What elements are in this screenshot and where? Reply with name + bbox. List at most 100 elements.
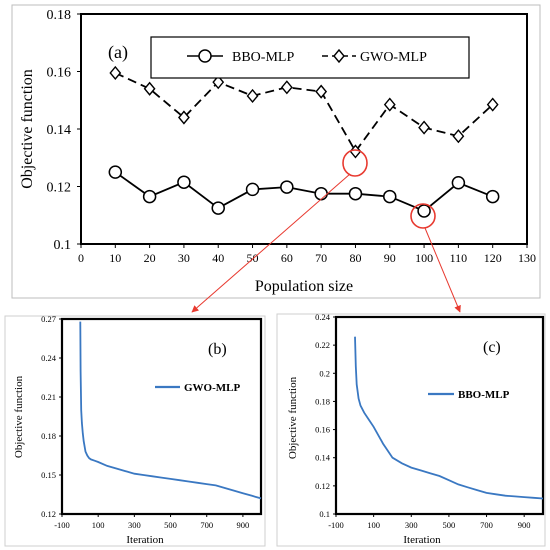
a-x-tick-label: 10 <box>109 251 121 265</box>
series-line-gwo-mlp <box>114 72 494 154</box>
series-line-bbo-mlp <box>354 336 544 500</box>
data-point-gwo-mlp <box>486 97 499 112</box>
a-x-tick-label: 70 <box>315 251 327 265</box>
data-point-gwo-mlp <box>280 80 293 95</box>
a-x-tick-label: 100 <box>415 251 433 265</box>
x-tick-label: 700 <box>480 520 493 530</box>
data-point-gwo-mlp <box>143 81 156 96</box>
highlight-bbo-100 <box>410 203 436 229</box>
panel-c-y-axis-title: Objective function <box>287 376 299 459</box>
data-point-bbo-mlp <box>348 186 363 201</box>
data-point-bbo-mlp <box>417 204 431 218</box>
panel-a-x-axis-title: Population size <box>255 278 353 295</box>
panel-c: (c) Objective function Iteration -100 100… <box>276 312 546 547</box>
panel-a-label: (a) <box>108 42 128 63</box>
data-point-bbo-mlp <box>485 189 500 204</box>
data-point-bbo-mlp <box>177 175 191 189</box>
arrow-to-panel-c <box>424 227 461 313</box>
data-point-bbo-mlp <box>280 180 294 194</box>
x-tick-label: 300 <box>128 520 141 530</box>
x-tick-label: 100 <box>367 520 380 530</box>
x-tick-label: 500 <box>443 520 456 530</box>
x-tick-label: 700 <box>200 520 213 530</box>
panel-b-legend-label: GWO-MLP <box>184 382 240 394</box>
panel-c-frame <box>276 313 546 547</box>
y-tick-label: 0.2 <box>319 368 330 378</box>
a-y-tick-label: 0.14 <box>47 123 72 138</box>
a-x-tick-label: 20 <box>144 251 156 265</box>
data-point-gwo-mlp <box>178 110 190 125</box>
data-point-gwo-mlp <box>315 84 328 99</box>
panel-b-label: (b) <box>208 341 227 358</box>
y-tick-label: 0.12 <box>315 481 330 491</box>
data-point-gwo-mlp <box>452 129 465 144</box>
panel-b-frame <box>4 315 266 547</box>
a-y-tick-label: 0.12 <box>47 181 72 196</box>
a-y-tick-label: 0.18 <box>47 8 72 23</box>
x-tick-label: 300 <box>405 520 418 530</box>
a-x-tick-label: 60 <box>281 251 293 265</box>
x-tick-label: 900 <box>518 520 531 530</box>
a-x-tick-label: 40 <box>212 251 224 265</box>
a-x-tick-label: 80 <box>349 251 361 265</box>
x-tick-label: -100 <box>328 520 344 530</box>
data-point-gwo-mlp <box>418 120 430 135</box>
x-tick-label: 900 <box>237 520 250 530</box>
y-tick-label: 0.1 <box>319 509 330 519</box>
panel-a-legend: BBO-MLP GWO-MLP <box>150 36 470 79</box>
data-point-bbo-mlp <box>108 165 123 179</box>
panel-a-ticks: 0 10 20 30 40 50 60 70 80 90 100 110 120 1300.10.120.… <box>47 8 537 265</box>
panel-c-label: (c) <box>483 339 501 356</box>
x-tick-label: -100 <box>54 520 70 530</box>
data-point-gwo-mlp <box>349 144 362 159</box>
a-x-tick-label: 120 <box>484 251 502 265</box>
arrow-to-panel-b <box>191 173 351 313</box>
y-tick-label: 0.22 <box>315 340 330 350</box>
data-point-bbo-mlp <box>383 189 397 204</box>
panel-b-x-axis-title: Iteration <box>126 534 164 546</box>
data-point-gwo-mlp <box>383 97 396 112</box>
data-point-bbo-mlp <box>451 176 466 190</box>
y-tick-label: 0.16 <box>315 425 330 435</box>
a-x-tick-label: 130 <box>518 251 536 265</box>
panel-c-ticks: -100 100 300 500 700 900 0.1 0.12 0.14 0.16 0.18 0.… <box>315 312 530 530</box>
panel-a-y-axis-title: Objective function <box>19 69 36 189</box>
legend-gwo-label: GWO-MLP <box>360 50 427 65</box>
panel-c-plot-area <box>334 315 545 516</box>
a-y-tick-label: 0.16 <box>47 66 72 81</box>
x-tick-label: 500 <box>164 520 177 530</box>
legend-gwo-marker <box>333 48 345 64</box>
data-point-bbo-mlp <box>211 201 225 215</box>
a-x-tick-label: 0 <box>78 251 84 265</box>
a-y-tick-label: 0.1 <box>54 238 72 253</box>
data-point-bbo-mlp <box>245 182 260 197</box>
data-point-bbo-mlp <box>314 186 328 201</box>
y-tick-label: 0.14 <box>315 453 331 463</box>
panel-b-y-axis-title: Objective function <box>13 375 25 458</box>
panel-a-series <box>108 65 500 218</box>
x-tick-label: 100 <box>92 520 105 530</box>
panel-a: (a) Objective function Population size 0… <box>19 8 536 295</box>
y-tick-label: 0.24 <box>41 353 57 363</box>
y-tick-label: 0.24 <box>315 312 331 322</box>
y-tick-label: 0.21 <box>41 392 56 402</box>
y-tick-label: 0.18 <box>315 396 330 406</box>
panel-b-series <box>79 321 262 500</box>
a-x-tick-label: 110 <box>450 251 468 265</box>
panel-c-x-axis-title: Iteration <box>403 534 441 546</box>
panel-c-series <box>354 336 544 500</box>
data-point-gwo-mlp <box>246 88 259 104</box>
panel-b-plot-area <box>60 317 263 516</box>
panel-b-ticks: -100 100 300 500 700 900 0.12 0.15 0.18 0.21 0.24 0… <box>41 314 249 530</box>
a-x-tick-label: 30 <box>178 251 190 265</box>
data-point-gwo-mlp <box>212 75 225 90</box>
panel-c-legend-label: BBO-MLP <box>458 389 510 401</box>
panel-b: (b) Objective function Iteration -100 100… <box>4 314 266 547</box>
highlight-gwo-80 <box>342 149 368 177</box>
y-tick-label: 0.12 <box>41 509 56 519</box>
data-point-bbo-mlp <box>142 189 157 204</box>
legend-bbo-marker <box>198 49 212 63</box>
y-tick-label: 0.27 <box>41 314 56 324</box>
y-tick-label: 0.15 <box>41 470 56 480</box>
